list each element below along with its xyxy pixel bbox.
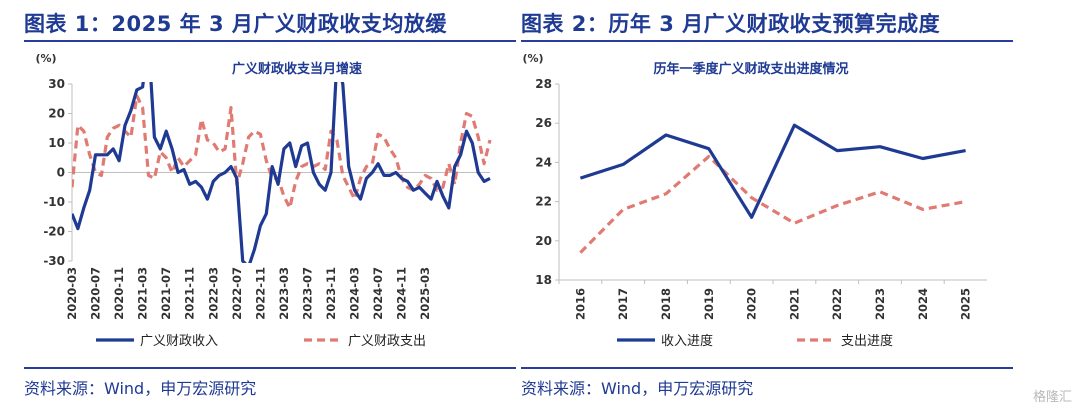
y-tick-label: 26 — [535, 116, 552, 130]
x-tick-label: 2021 — [787, 288, 801, 320]
y-tick-label: 30 — [48, 77, 65, 91]
x-tick-label: 2023 — [873, 288, 887, 320]
legend-label: 广义财政支出 — [348, 334, 426, 349]
line-chart: 广义财政收支当月增速 (%) -30 -20 -10 0 10 20 30 2020-03 2020… — [35, 52, 492, 349]
divider — [521, 40, 1013, 42]
x-tick-label: 2022-07 — [230, 267, 244, 320]
x-tick-label: 2020 — [745, 288, 759, 320]
x-tick-label: 2019 — [702, 288, 716, 320]
x-tick-label: 2020-11 — [112, 267, 126, 320]
source-note: 资料来源：Wind，申万宏源研究 — [24, 379, 257, 398]
y-tick-label: 10 — [48, 136, 65, 150]
series-line-solid — [579, 123, 966, 219]
x-tick-label: 2021-03 — [136, 267, 150, 320]
chart-panel-1: 图表 1：2025 年 3 月广义财政收支均放缓 广义财政收支当月增速 (%) -3… — [24, 0, 540, 409]
y-tick-label: -30 — [43, 254, 65, 268]
x-tick-label: 2024-11 — [395, 267, 409, 320]
watermark-logo: 格隆汇 — [1032, 390, 1072, 405]
legend-label: 广义财政收入 — [140, 334, 218, 349]
x-tick-label: 2023-07 — [300, 267, 314, 320]
divider — [521, 367, 1013, 369]
figure-title: 图表 1：2025 年 3 月广义财政收支均放缓 — [24, 12, 447, 36]
x-tick-label: 2020-03 — [65, 267, 79, 320]
y-tick-label: 20 — [535, 234, 552, 248]
y-tick-label: -20 — [43, 225, 65, 239]
x-tick-label: 2024 — [916, 288, 930, 320]
x-tick-label: 2021-11 — [183, 267, 197, 320]
x-tick-label: 2017 — [616, 288, 630, 320]
x-tick-label: 2018 — [659, 288, 673, 320]
series-line-dashed — [72, 94, 492, 210]
y-tick-label: 0 — [57, 166, 65, 180]
chart-title: 广义财政收支当月增速 — [232, 61, 362, 77]
y-unit-label: (%) — [522, 52, 543, 65]
x-tick-label: 2024-07 — [371, 267, 385, 320]
x-tick-label: 2016 — [573, 288, 587, 320]
legend-label: 支出进度 — [841, 333, 893, 349]
x-tick-label: 2025 — [959, 288, 973, 320]
y-unit-label: (%) — [35, 52, 56, 65]
figure-title: 图表 2：历年 3 月广义财政收支预算完成度 — [521, 12, 941, 36]
series-line-dashed — [579, 154, 966, 254]
x-tick-label: 2025-03 — [418, 267, 432, 320]
y-tick-label: 22 — [535, 195, 552, 209]
x-tick-label: 2020-07 — [89, 267, 103, 320]
x-tick-label: 2023-11 — [324, 267, 338, 320]
source-note: 资料来源：Wind，申万宏源研究 — [521, 379, 754, 398]
x-tick-label: 2021-07 — [159, 267, 173, 320]
series-line-solid — [72, 82, 491, 263]
plot-area — [72, 82, 492, 263]
y-tick-label: 18 — [535, 273, 552, 287]
x-tick-label: 2022-11 — [253, 267, 267, 320]
y-tick-label: 24 — [535, 155, 552, 169]
divider — [24, 367, 516, 369]
x-tick-label: 2024-03 — [348, 267, 362, 320]
y-tick-label: 28 — [535, 77, 552, 91]
x-tick-label: 2022-03 — [206, 267, 220, 320]
chart-title: 历年一季度广义财政支出进度情况 — [653, 61, 848, 77]
y-tick-label: 20 — [48, 107, 65, 121]
x-tick-label: 2023-03 — [277, 267, 291, 320]
x-tick-label: 2022 — [830, 288, 844, 320]
legend-label: 收入进度 — [661, 333, 713, 349]
chart-panel-2: 图表 2：历年 3 月广义财政收支预算完成度 历年一季度广义财政支出进度情况 (%… — [521, 0, 1037, 409]
divider — [24, 40, 516, 42]
y-tick-label: -10 — [43, 195, 65, 209]
